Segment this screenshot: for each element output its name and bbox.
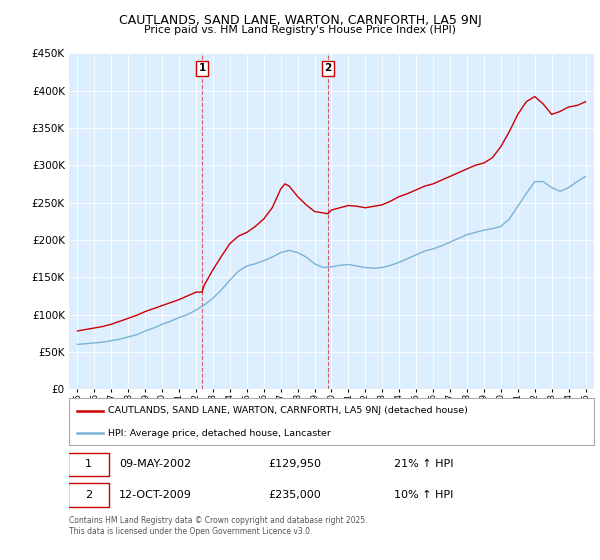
Text: 09-MAY-2002: 09-MAY-2002 [119,459,191,469]
Text: CAUTLANDS, SAND LANE, WARTON, CARNFORTH, LA5 9NJ (detached house): CAUTLANDS, SAND LANE, WARTON, CARNFORTH,… [109,407,468,416]
Text: £235,000: £235,000 [269,490,321,500]
Text: Price paid vs. HM Land Registry's House Price Index (HPI): Price paid vs. HM Land Registry's House … [144,25,456,35]
Text: 1: 1 [199,63,206,73]
FancyBboxPatch shape [68,483,109,507]
Text: Contains HM Land Registry data © Crown copyright and database right 2025.
This d: Contains HM Land Registry data © Crown c… [69,516,367,536]
Text: 12-OCT-2009: 12-OCT-2009 [119,490,192,500]
Text: 21% ↑ HPI: 21% ↑ HPI [395,459,454,469]
Text: 2: 2 [324,63,331,73]
Text: 1: 1 [85,459,92,469]
Text: 10% ↑ HPI: 10% ↑ HPI [395,490,454,500]
Text: HPI: Average price, detached house, Lancaster: HPI: Average price, detached house, Lanc… [109,429,331,438]
Text: £129,950: £129,950 [269,459,322,469]
Text: 2: 2 [85,490,92,500]
Text: CAUTLANDS, SAND LANE, WARTON, CARNFORTH, LA5 9NJ: CAUTLANDS, SAND LANE, WARTON, CARNFORTH,… [119,14,481,27]
FancyBboxPatch shape [68,452,109,475]
